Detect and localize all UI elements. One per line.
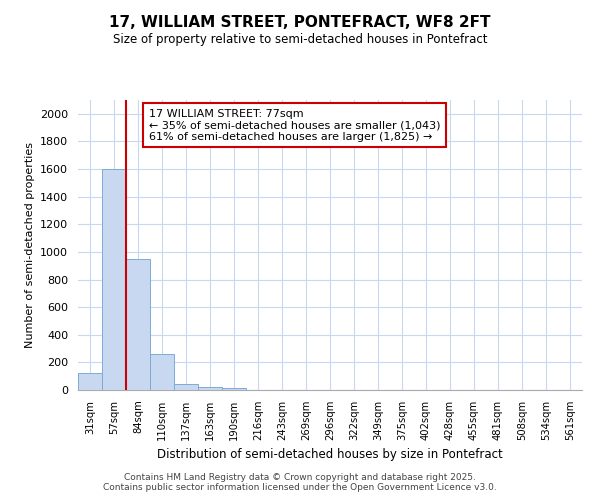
Bar <box>198 386 222 390</box>
Bar <box>150 354 174 390</box>
Text: Contains HM Land Registry data © Crown copyright and database right 2025.
Contai: Contains HM Land Registry data © Crown c… <box>103 473 497 492</box>
Text: 17 WILLIAM STREET: 77sqm
← 35% of semi-detached houses are smaller (1,043)
61% o: 17 WILLIAM STREET: 77sqm ← 35% of semi-d… <box>149 108 440 142</box>
Bar <box>174 384 198 390</box>
Bar <box>222 388 246 390</box>
X-axis label: Distribution of semi-detached houses by size in Pontefract: Distribution of semi-detached houses by … <box>157 448 503 462</box>
Bar <box>102 169 126 390</box>
Y-axis label: Number of semi-detached properties: Number of semi-detached properties <box>25 142 35 348</box>
Bar <box>78 374 102 390</box>
Text: Size of property relative to semi-detached houses in Pontefract: Size of property relative to semi-detach… <box>113 32 487 46</box>
Bar <box>126 259 150 390</box>
Text: 17, WILLIAM STREET, PONTEFRACT, WF8 2FT: 17, WILLIAM STREET, PONTEFRACT, WF8 2FT <box>109 15 491 30</box>
